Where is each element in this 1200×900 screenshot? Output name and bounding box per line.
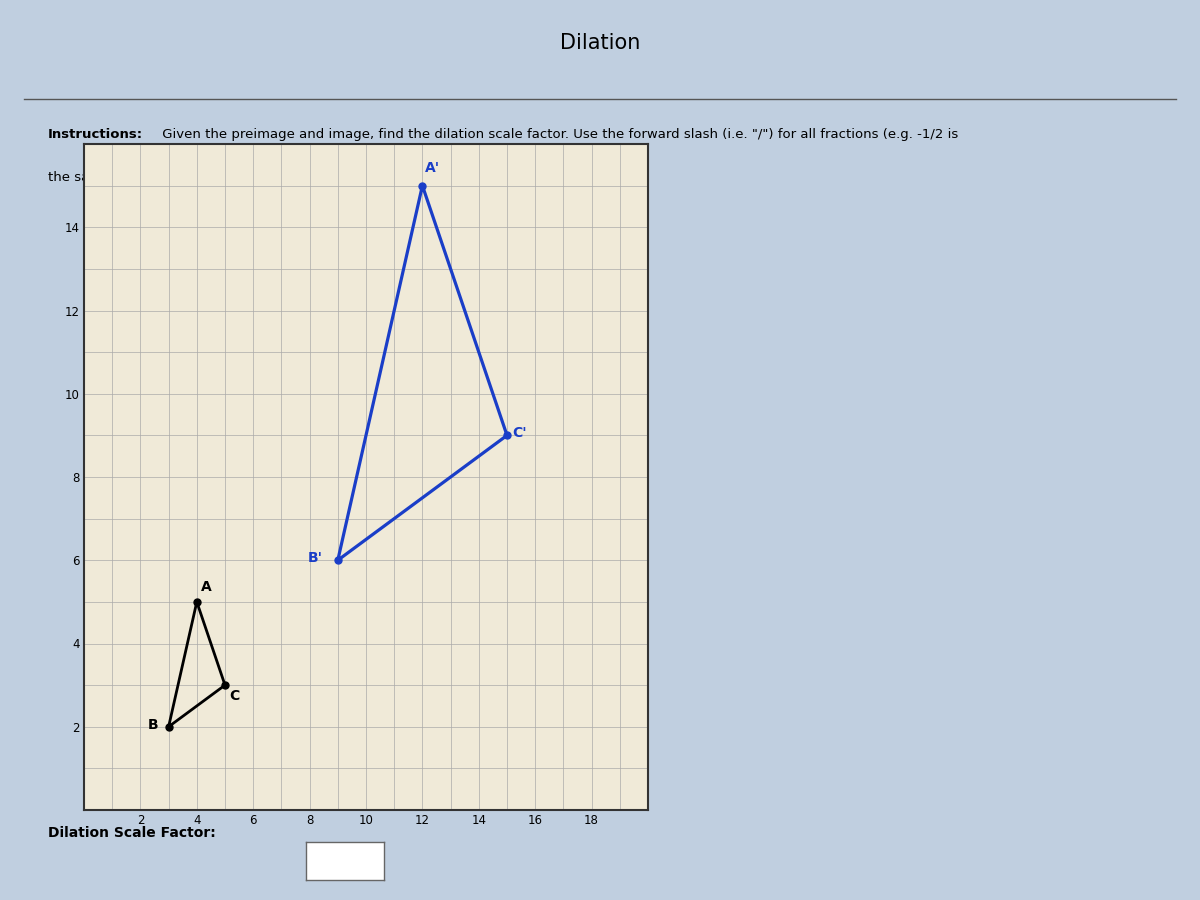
Text: Given the preimage and image, find the dilation scale factor. Use the forward sl: Given the preimage and image, find the d…: [158, 128, 959, 140]
Text: B': B': [307, 551, 323, 565]
Text: Dilation: Dilation: [560, 33, 640, 53]
Text: Dilation Scale Factor:: Dilation Scale Factor:: [48, 825, 216, 840]
Text: C: C: [229, 689, 240, 703]
Text: B: B: [148, 717, 158, 732]
Text: C': C': [512, 427, 527, 440]
Text: A: A: [202, 580, 211, 594]
Text: Instructions:: Instructions:: [48, 128, 143, 140]
Text: A': A': [425, 161, 440, 176]
Text: the same as −½).: the same as −½).: [48, 171, 167, 184]
